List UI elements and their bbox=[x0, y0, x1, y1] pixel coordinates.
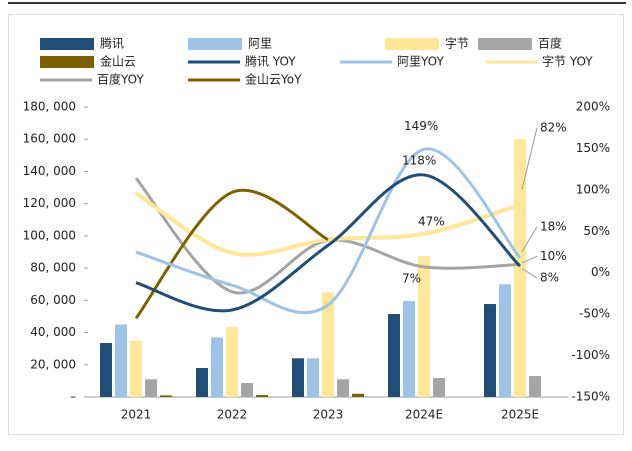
legend-label: 腾讯 bbox=[100, 36, 124, 51]
leader bbox=[521, 255, 538, 264]
line bbox=[134, 188, 329, 320]
leader bbox=[521, 127, 538, 190]
x-tick-label: 2021 bbox=[121, 408, 152, 422]
legend-swatch bbox=[40, 56, 94, 68]
y-tick-label: 20, 000 bbox=[30, 357, 76, 371]
bar bbox=[484, 304, 496, 397]
bar bbox=[256, 395, 268, 397]
value-label: 118% bbox=[402, 153, 436, 167]
bar bbox=[388, 314, 400, 397]
value-label: 7% bbox=[402, 271, 421, 285]
bar bbox=[529, 376, 541, 397]
bar bbox=[130, 340, 142, 397]
value-label: 47% bbox=[418, 214, 445, 228]
bar bbox=[211, 337, 223, 397]
y-tick-label: 40, 000 bbox=[30, 325, 76, 339]
y2-tick-label: -50% bbox=[579, 307, 610, 321]
y-tick-label: 80, 000 bbox=[30, 261, 76, 275]
legend-label: 阿里YOY bbox=[397, 55, 444, 69]
y-tick-label: 140, 000 bbox=[23, 164, 76, 178]
line bbox=[135, 173, 522, 313]
bar bbox=[499, 284, 511, 397]
frame bbox=[8, 14, 624, 435]
legend-label: 百度YOY bbox=[97, 72, 144, 87]
leader bbox=[521, 226, 538, 252]
x-tick-label: 2024E bbox=[405, 408, 443, 422]
y-tick-label: 180, 000 bbox=[23, 100, 76, 114]
value-label: 149% bbox=[404, 119, 438, 133]
y2-tick-label: -150% bbox=[571, 390, 610, 404]
y-tick-label: 120, 000 bbox=[23, 196, 76, 210]
legend-label: 字节 bbox=[445, 36, 469, 51]
legend-swatch bbox=[385, 38, 439, 50]
y2-tick-label: 50% bbox=[583, 224, 610, 238]
legend-label: 字节 YOY bbox=[542, 54, 593, 69]
y2-tick-label: 0% bbox=[591, 265, 610, 279]
y2-tick-label: -100% bbox=[571, 348, 610, 362]
legend-label: 百度 bbox=[538, 36, 562, 51]
leader bbox=[521, 268, 538, 279]
legend-label: 阿里 bbox=[248, 37, 272, 51]
legend-label: 腾讯 YOY bbox=[245, 54, 296, 69]
bar bbox=[115, 324, 127, 397]
legend-swatch bbox=[478, 38, 532, 50]
value-label: 18% bbox=[540, 219, 567, 233]
line bbox=[135, 147, 522, 315]
x-tick-label: 2025E bbox=[501, 408, 539, 422]
bar bbox=[352, 393, 364, 397]
value-label: 82% bbox=[540, 120, 567, 134]
bar bbox=[337, 379, 349, 397]
bar bbox=[307, 358, 319, 397]
y-tick-label: 60, 000 bbox=[30, 293, 76, 307]
bar bbox=[100, 343, 112, 397]
legend-label: 金山云YoY bbox=[245, 72, 302, 87]
bar bbox=[292, 358, 304, 397]
value-label: 8% bbox=[540, 271, 559, 285]
y2-tick-label: 100% bbox=[576, 182, 610, 196]
bar bbox=[514, 139, 526, 397]
bar bbox=[418, 256, 430, 397]
bar bbox=[196, 368, 208, 397]
y2-tick-label: 150% bbox=[576, 141, 610, 155]
value-label: 10% bbox=[540, 249, 567, 263]
legend-swatch bbox=[188, 38, 242, 50]
y2-tick-label: 200% bbox=[576, 100, 610, 114]
bar bbox=[433, 377, 445, 397]
bar bbox=[322, 292, 334, 397]
y-tick-label: 160, 000 bbox=[23, 132, 76, 146]
legend-swatch bbox=[40, 38, 94, 50]
legend-label: 金山云 bbox=[100, 54, 136, 69]
y-tick-label: 100, 000 bbox=[23, 228, 76, 242]
bar bbox=[160, 395, 172, 397]
bar bbox=[226, 326, 238, 397]
bar bbox=[241, 382, 253, 397]
bar bbox=[403, 300, 415, 397]
x-tick-label: 2023 bbox=[313, 408, 344, 422]
y-tick-label: – bbox=[70, 390, 76, 404]
bar bbox=[145, 379, 157, 397]
x-tick-label: 2022 bbox=[217, 408, 248, 422]
